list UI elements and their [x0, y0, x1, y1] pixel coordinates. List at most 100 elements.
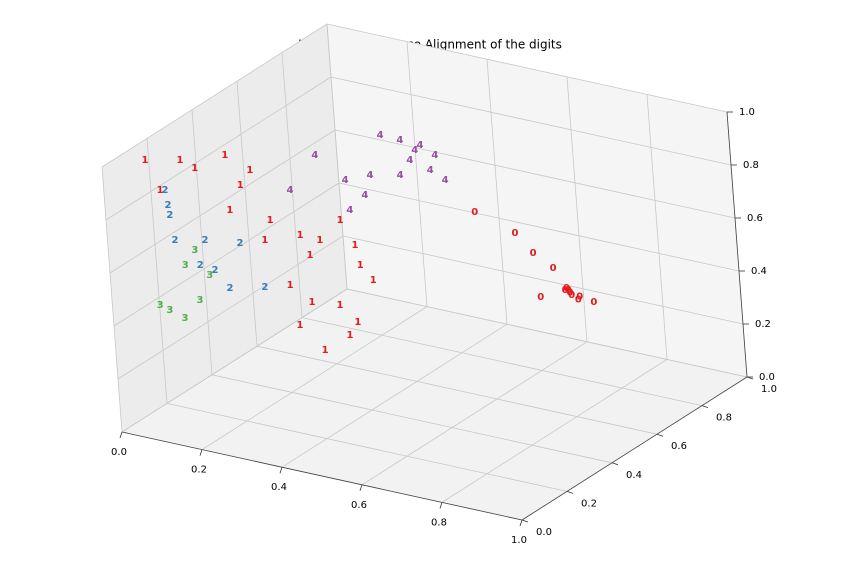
- x-tick-label: 0.0: [111, 447, 127, 458]
- grid-line: [201, 306, 428, 450]
- z-tick-label: 1.0: [739, 107, 755, 118]
- digit-point: 0: [471, 207, 478, 218]
- grid-line: [121, 288, 348, 433]
- grid-line: [117, 235, 344, 380]
- digit-point: 1: [336, 300, 343, 311]
- z-tick-label: 0.4: [751, 266, 767, 277]
- digit-point: 1: [337, 215, 344, 226]
- x-tick-label: 0.6: [351, 500, 367, 511]
- digit-point: 1: [307, 250, 314, 261]
- tick-mark: [611, 462, 619, 466]
- digit-point: 4: [427, 165, 434, 176]
- digit-point: 4: [396, 135, 403, 146]
- grid-line: [334, 129, 736, 219]
- x-tick-label: 0.8: [431, 517, 447, 528]
- digit-point: 1: [308, 297, 315, 308]
- grid-line: [406, 41, 428, 307]
- digit-point: 4: [397, 170, 404, 181]
- digit-point: 0: [563, 283, 570, 294]
- digit-point: 3: [182, 260, 189, 271]
- z-tick-label: 0.8: [743, 160, 759, 171]
- digit-point: 0: [511, 228, 518, 239]
- grid-line: [441, 359, 668, 503]
- y-tick-label: 0.2: [581, 498, 597, 509]
- digit-point: 1: [354, 317, 361, 328]
- digit-point: 1: [237, 180, 244, 191]
- grid-line: [330, 76, 732, 166]
- tick-mark: [566, 491, 574, 494]
- digit-point: 0: [568, 290, 575, 301]
- y-axis-line: [521, 376, 748, 521]
- digit-point: 1: [346, 330, 353, 341]
- tick-mark: [656, 433, 664, 437]
- pane-left: [102, 24, 347, 432]
- digit-point: 1: [176, 155, 183, 166]
- digit-point: 1: [316, 235, 323, 246]
- y-tick-label: 0.8: [716, 413, 732, 424]
- grid-line: [346, 288, 748, 378]
- digit-point: 0: [550, 263, 557, 274]
- grid-line: [281, 52, 303, 318]
- digit-point: 4: [416, 140, 423, 151]
- digit-point: 4: [442, 175, 449, 186]
- digit-point: 2: [165, 200, 172, 211]
- digit-point: 4: [311, 150, 318, 161]
- y-tick-label: 0.4: [626, 470, 642, 481]
- pane-floor: [122, 289, 747, 520]
- grid-line: [301, 317, 703, 406]
- digit-point: 1: [357, 260, 364, 271]
- digit-point: 1: [226, 205, 233, 216]
- y-tick-label: 1.0: [761, 384, 777, 395]
- digit-point: 3: [157, 300, 164, 311]
- digit-point: 1: [221, 150, 228, 161]
- digit-point: 4: [342, 175, 349, 186]
- grid-line: [326, 23, 728, 113]
- digit-point: 4: [377, 130, 384, 141]
- grid-line: [191, 109, 213, 375]
- digit-point: 0: [537, 292, 544, 303]
- digit-point: 1: [157, 185, 164, 196]
- digit-point: 2: [226, 283, 233, 294]
- grid-line: [146, 138, 168, 404]
- grid-line: [646, 94, 668, 360]
- digit-point: 4: [346, 205, 353, 216]
- digit-point: 3: [197, 295, 204, 306]
- digit-point: 0: [562, 285, 569, 296]
- x-tick-label: 1.0: [511, 535, 527, 546]
- grid-line: [236, 81, 258, 347]
- z-tick-label: 0.2: [755, 319, 771, 330]
- digit-point: 1: [142, 155, 149, 166]
- grid-line: [211, 374, 613, 464]
- digit-point: 1: [322, 345, 329, 356]
- grid-line: [101, 166, 123, 433]
- grid-line: [566, 76, 588, 342]
- digit-point: 0: [575, 295, 582, 306]
- digit-point: 2: [202, 235, 209, 246]
- digit-point: 4: [406, 155, 413, 166]
- grid-line: [281, 323, 508, 468]
- digit-point: 4: [367, 170, 374, 181]
- digit-point: 1: [246, 165, 253, 176]
- digit-point: 1: [261, 235, 268, 246]
- digit-point: 2: [261, 282, 268, 293]
- digit-point: 1: [297, 230, 304, 241]
- pane-back: [327, 24, 747, 377]
- digit-point: 1: [370, 275, 377, 286]
- grid-line: [256, 345, 658, 435]
- grid-line: [101, 23, 328, 168]
- digit-point: 4: [431, 150, 438, 161]
- digit-point: 4: [411, 145, 418, 156]
- y-tick-label: 0.6: [671, 441, 687, 452]
- tick-mark: [359, 484, 363, 491]
- digit-point: 1: [352, 240, 359, 251]
- digit-point: 0: [530, 248, 537, 259]
- digit-point: 3: [206, 270, 213, 281]
- digit-point: 1: [267, 215, 274, 226]
- digit-point: 1: [191, 163, 198, 174]
- digit-point: 0: [567, 287, 574, 298]
- digit-point: 2: [161, 185, 168, 196]
- digit-point: 3: [191, 245, 198, 256]
- tick-mark: [701, 405, 709, 408]
